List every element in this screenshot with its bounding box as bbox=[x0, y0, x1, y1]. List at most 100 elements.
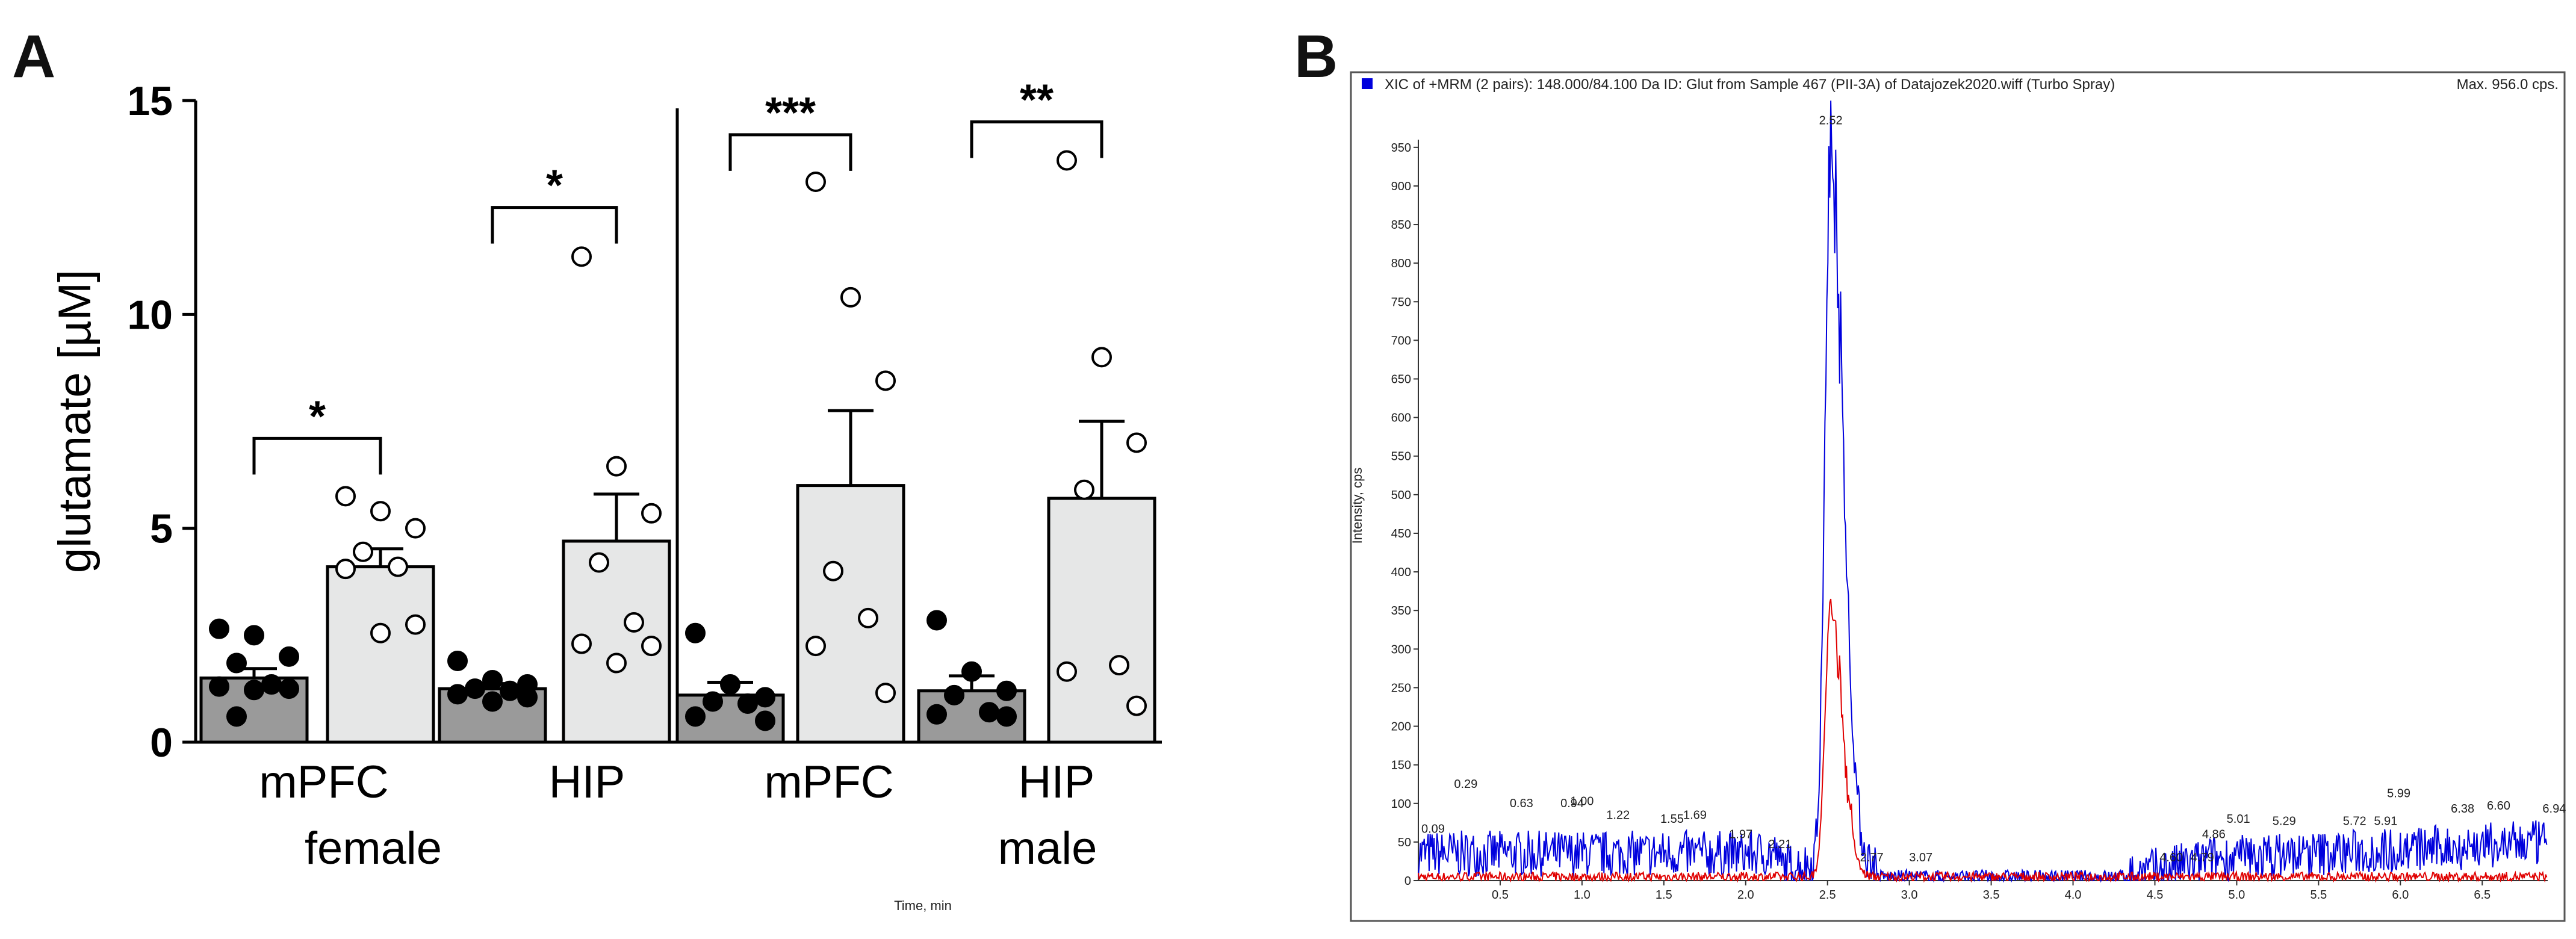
y-tick-label: 0 bbox=[1404, 875, 1411, 888]
data-point bbox=[226, 706, 247, 727]
x-tick-label: 1.5 bbox=[1656, 888, 1672, 902]
data-point bbox=[996, 680, 1017, 701]
y-axis-label: glutamate [µM] bbox=[49, 270, 101, 573]
y-tick-label: 650 bbox=[1391, 373, 1411, 386]
peak-label: 4.60 bbox=[2159, 851, 2183, 864]
data-point bbox=[840, 287, 861, 308]
data-point bbox=[1126, 432, 1147, 453]
data-point bbox=[961, 661, 982, 682]
y-tick-label: 400 bbox=[1391, 566, 1411, 579]
data-point bbox=[370, 501, 391, 522]
data-point bbox=[571, 633, 592, 654]
x-tick-label: mPFC bbox=[259, 757, 388, 808]
x-tick-label: 6.5 bbox=[2474, 888, 2491, 902]
y-tick-label: 700 bbox=[1391, 334, 1411, 347]
x-tick-label: 5.0 bbox=[2229, 888, 2245, 902]
data-point bbox=[447, 684, 468, 705]
chromatogram-frame bbox=[1350, 71, 2566, 922]
peak-label: 0.63 bbox=[1510, 797, 1533, 810]
peak-label: 3.07 bbox=[1909, 851, 1932, 864]
data-point bbox=[685, 622, 706, 643]
y-tick-label: 200 bbox=[1391, 721, 1411, 734]
y-tick-label: 850 bbox=[1391, 218, 1411, 232]
data-point bbox=[261, 674, 282, 695]
data-point bbox=[1109, 655, 1129, 676]
data-point bbox=[388, 556, 408, 577]
x-tick-label: 2.5 bbox=[1819, 888, 1836, 902]
peak-label: 0.09 bbox=[1421, 822, 1445, 835]
peak-label: 0.94 bbox=[1560, 797, 1584, 810]
peak-label: 6.60 bbox=[2487, 799, 2510, 813]
peak-label: 5.99 bbox=[2387, 787, 2410, 801]
x-tick-label: 5.5 bbox=[2310, 888, 2327, 902]
peak-label: 2.21 bbox=[1768, 838, 1792, 851]
group-label: female bbox=[305, 823, 442, 874]
data-point bbox=[926, 704, 947, 725]
data-point bbox=[370, 622, 391, 643]
x-tick-label: 4.0 bbox=[2065, 888, 2082, 902]
data-point bbox=[641, 636, 662, 657]
data-point bbox=[353, 541, 373, 562]
data-point bbox=[944, 684, 964, 705]
y-tick-label: 950 bbox=[1391, 141, 1411, 155]
data-point bbox=[703, 691, 723, 712]
data-point bbox=[926, 610, 947, 631]
data-point bbox=[482, 669, 503, 690]
y-tick-label: 350 bbox=[1391, 604, 1411, 618]
series-line-blue bbox=[1418, 101, 2548, 883]
bar bbox=[326, 565, 435, 744]
y-tick-label: 750 bbox=[1391, 296, 1411, 309]
series-legend-swatch bbox=[1362, 78, 1373, 89]
y-tick-label: 900 bbox=[1391, 180, 1411, 193]
data-point bbox=[737, 693, 758, 714]
x-axis-label: Time, min bbox=[894, 898, 952, 913]
y-tick-label: 800 bbox=[1391, 257, 1411, 270]
y-axis-label: Intensity, cps bbox=[1350, 468, 1365, 544]
peak-label: 4.79 bbox=[2191, 851, 2214, 864]
x-tick-label: 0.5 bbox=[1492, 888, 1509, 902]
panel-b-label: B bbox=[1294, 23, 1338, 90]
y-tick-label: 300 bbox=[1391, 643, 1411, 656]
data-point bbox=[279, 678, 299, 699]
x-tick-label: 3.5 bbox=[1983, 888, 2000, 902]
data-point bbox=[589, 552, 609, 573]
data-point bbox=[823, 560, 843, 581]
peak-label: 5.29 bbox=[2273, 815, 2296, 828]
peak-label: 1.22 bbox=[1606, 808, 1630, 822]
data-point bbox=[858, 607, 878, 628]
data-point bbox=[720, 674, 740, 695]
data-point bbox=[979, 702, 999, 723]
data-point bbox=[641, 503, 662, 524]
significance-bracket bbox=[252, 436, 382, 475]
data-point bbox=[805, 636, 826, 657]
data-point bbox=[571, 246, 592, 267]
y-tick-label: 250 bbox=[1391, 681, 1411, 695]
data-point bbox=[517, 687, 538, 708]
peak-label: 1.69 bbox=[1683, 808, 1707, 822]
data-point bbox=[279, 646, 299, 667]
data-point bbox=[1126, 695, 1147, 716]
group-label: male bbox=[998, 823, 1097, 874]
peak-label: 0.29 bbox=[1454, 778, 1477, 791]
data-point bbox=[244, 680, 264, 701]
data-point bbox=[875, 370, 896, 391]
peak-label: 2.77 bbox=[1860, 851, 1884, 864]
data-point bbox=[465, 678, 485, 699]
y-tick-label: 600 bbox=[1391, 412, 1411, 425]
y-tick-label: 15 bbox=[127, 78, 173, 124]
data-point bbox=[500, 680, 520, 701]
chromatogram-max-label: Max. 956.0 cps. bbox=[2457, 76, 2559, 93]
data-point bbox=[405, 614, 426, 635]
x-tick-label: HIP bbox=[549, 757, 625, 808]
panel-a-bar-chart: 0 5 10 15 glutamate [µM] mPFC HIP mPFC HIP female… bbox=[49, 76, 1162, 874]
data-point bbox=[624, 612, 644, 633]
data-point bbox=[209, 676, 229, 697]
y-tick-label: 5 bbox=[150, 506, 173, 552]
data-point bbox=[1057, 661, 1077, 682]
x-tick-label: mPFC bbox=[764, 757, 893, 808]
peak-label: 5.72 bbox=[2343, 815, 2367, 828]
significance-bracket bbox=[491, 206, 618, 244]
y-tick-label: 500 bbox=[1391, 489, 1411, 502]
data-point bbox=[405, 518, 426, 539]
